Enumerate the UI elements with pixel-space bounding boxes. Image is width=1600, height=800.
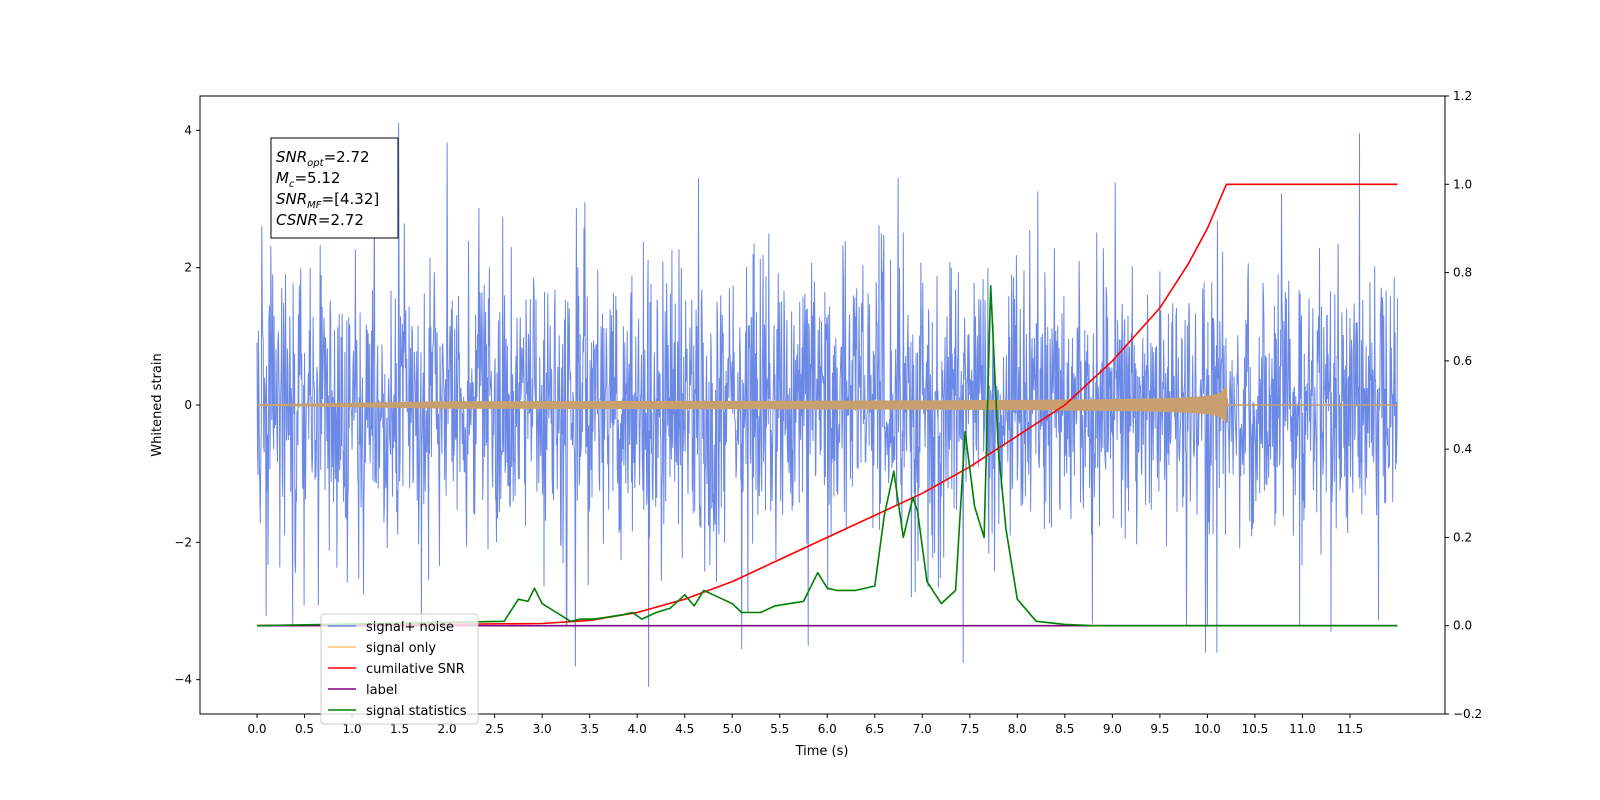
x-tick-label: 1.0 bbox=[343, 722, 362, 736]
y-tick-label-right: 0.0 bbox=[1453, 619, 1472, 633]
legend-frame bbox=[320, 613, 479, 725]
x-tick-label: 0.0 bbox=[247, 722, 266, 736]
legend: signal+ noise signal only cumilative SNR la… bbox=[320, 613, 479, 725]
axis-layer: 0.0 0.5 1.0 1.5 2.0 2.5 3.0 3.5 4.0 4.5 5.0 5.5 6.0 6… bbox=[174, 89, 1482, 736]
y-tick-label-right: 1.2 bbox=[1453, 89, 1472, 103]
y-tick-label-left: −4 bbox=[174, 673, 192, 687]
series-signal-only bbox=[256, 387, 1398, 423]
y-axis-label-left: Whitened strain bbox=[150, 353, 165, 456]
x-tick-label: 10.5 bbox=[1242, 722, 1269, 736]
x-tick-label: 7.5 bbox=[960, 722, 979, 736]
x-tick-label: 4.0 bbox=[628, 722, 647, 736]
legend-label: label bbox=[366, 683, 397, 698]
annotation-line: CSNR=2.72 bbox=[276, 211, 364, 229]
y-tick-label-right: 0.8 bbox=[1453, 266, 1472, 280]
annotation-line: Mc=5.12 bbox=[276, 169, 340, 190]
series-layer bbox=[256, 123, 1398, 687]
legend-label: signal statistics bbox=[366, 704, 467, 719]
y-tick-label-right: 0.6 bbox=[1453, 354, 1472, 368]
x-tick-label: 6.5 bbox=[865, 722, 884, 736]
x-tick-label: 2.0 bbox=[438, 722, 457, 736]
series-cumilative-snr bbox=[256, 183, 1398, 627]
x-tick-label: 5.5 bbox=[770, 722, 789, 736]
x-tick-label: 8.5 bbox=[1055, 722, 1074, 736]
y-tick-label-left: 4 bbox=[184, 123, 192, 137]
legend-label: signal+ noise bbox=[366, 620, 454, 635]
y-tick-label-left: −2 bbox=[174, 535, 192, 549]
x-tick-label: 9.0 bbox=[1103, 722, 1122, 736]
x-tick-label: 0.5 bbox=[295, 722, 314, 736]
x-tick-label: 4.5 bbox=[675, 722, 694, 736]
y-tick-label-right: 0.4 bbox=[1453, 442, 1472, 456]
x-tick-label: 11.0 bbox=[1289, 722, 1316, 736]
x-tick-label: 8.0 bbox=[1008, 722, 1027, 736]
series-signal-noise bbox=[256, 123, 1398, 687]
y-tick-label-right: −0.2 bbox=[1453, 707, 1482, 721]
x-tick-label: 7.0 bbox=[913, 722, 932, 736]
x-tick-label: 5.0 bbox=[723, 722, 742, 736]
x-tick-label: 2.5 bbox=[485, 722, 504, 736]
x-axis-label: Time (s) bbox=[795, 744, 849, 759]
x-tick-label: 3.5 bbox=[580, 722, 599, 736]
legend-label: signal only bbox=[366, 641, 436, 656]
x-tick-label: 6.0 bbox=[818, 722, 837, 736]
annotation-frame bbox=[270, 137, 399, 239]
annotation-line: SNRMF=[4.32] bbox=[276, 190, 379, 211]
annotation-line: SNRopt=2.72 bbox=[276, 148, 370, 169]
x-tick-label: 9.5 bbox=[1150, 722, 1169, 736]
y-tick-label-left: 0 bbox=[184, 398, 192, 412]
x-tick-label: 1.5 bbox=[390, 722, 409, 736]
x-tick-label: 11.5 bbox=[1337, 722, 1364, 736]
y-tick-label-right: 0.2 bbox=[1453, 530, 1472, 544]
x-tick-label: 3.0 bbox=[533, 722, 552, 736]
y-tick-label-left: 2 bbox=[184, 261, 192, 275]
y-tick-label-right: 1.0 bbox=[1453, 177, 1472, 191]
legend-label: cumilative SNR bbox=[366, 662, 465, 677]
series-signal-statistics bbox=[256, 285, 1398, 627]
x-tick-label: 10.0 bbox=[1194, 722, 1221, 736]
